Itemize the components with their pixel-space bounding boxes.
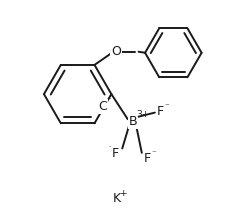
Text: 3+: 3+ — [136, 110, 149, 119]
Text: K: K — [112, 192, 120, 205]
Text: +: + — [119, 188, 126, 198]
Text: ⁻: ⁻ — [106, 96, 111, 105]
Text: F: F — [112, 147, 119, 160]
Text: ⁻: ⁻ — [108, 145, 112, 154]
Text: C: C — [98, 99, 106, 113]
Text: O: O — [110, 45, 120, 58]
Text: F: F — [156, 105, 163, 118]
Text: ⁻: ⁻ — [150, 149, 155, 158]
Text: F: F — [143, 152, 150, 165]
Text: B: B — [128, 115, 137, 128]
Text: ⁻: ⁻ — [163, 102, 168, 111]
